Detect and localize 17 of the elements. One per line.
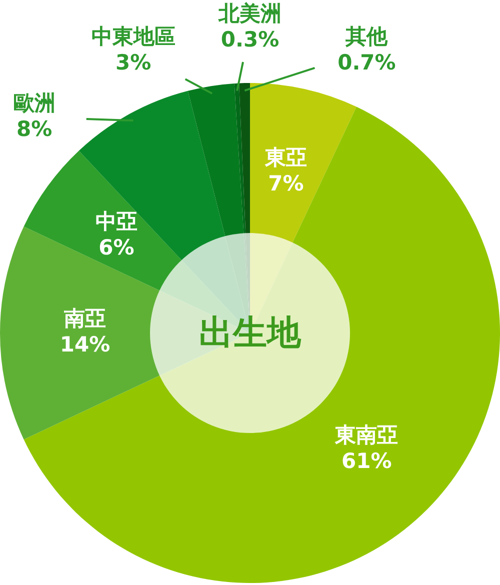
data-label: 14% bbox=[60, 332, 110, 356]
data-label: 0.3% bbox=[220, 27, 280, 52]
slice-label: 東南亞 bbox=[334, 423, 398, 448]
data-label: 6% bbox=[98, 235, 134, 260]
data-label: 3% bbox=[115, 50, 152, 75]
slice-label: 北美洲 bbox=[218, 1, 282, 26]
data-label: 8% bbox=[16, 116, 52, 141]
slice-label: 中東地區 bbox=[91, 24, 176, 49]
slice-label: 南亞 bbox=[63, 306, 106, 330]
slice-label: 其他 bbox=[344, 24, 389, 49]
slice-label: 東亞 bbox=[264, 145, 307, 170]
text: 出生地 bbox=[199, 313, 301, 353]
data-label: 61% bbox=[342, 449, 392, 474]
data-label: 7% bbox=[268, 171, 304, 196]
slice-label: 歐洲 bbox=[13, 90, 56, 115]
slice-label: 中亞 bbox=[96, 209, 138, 234]
data-label: 0.7% bbox=[338, 50, 396, 75]
